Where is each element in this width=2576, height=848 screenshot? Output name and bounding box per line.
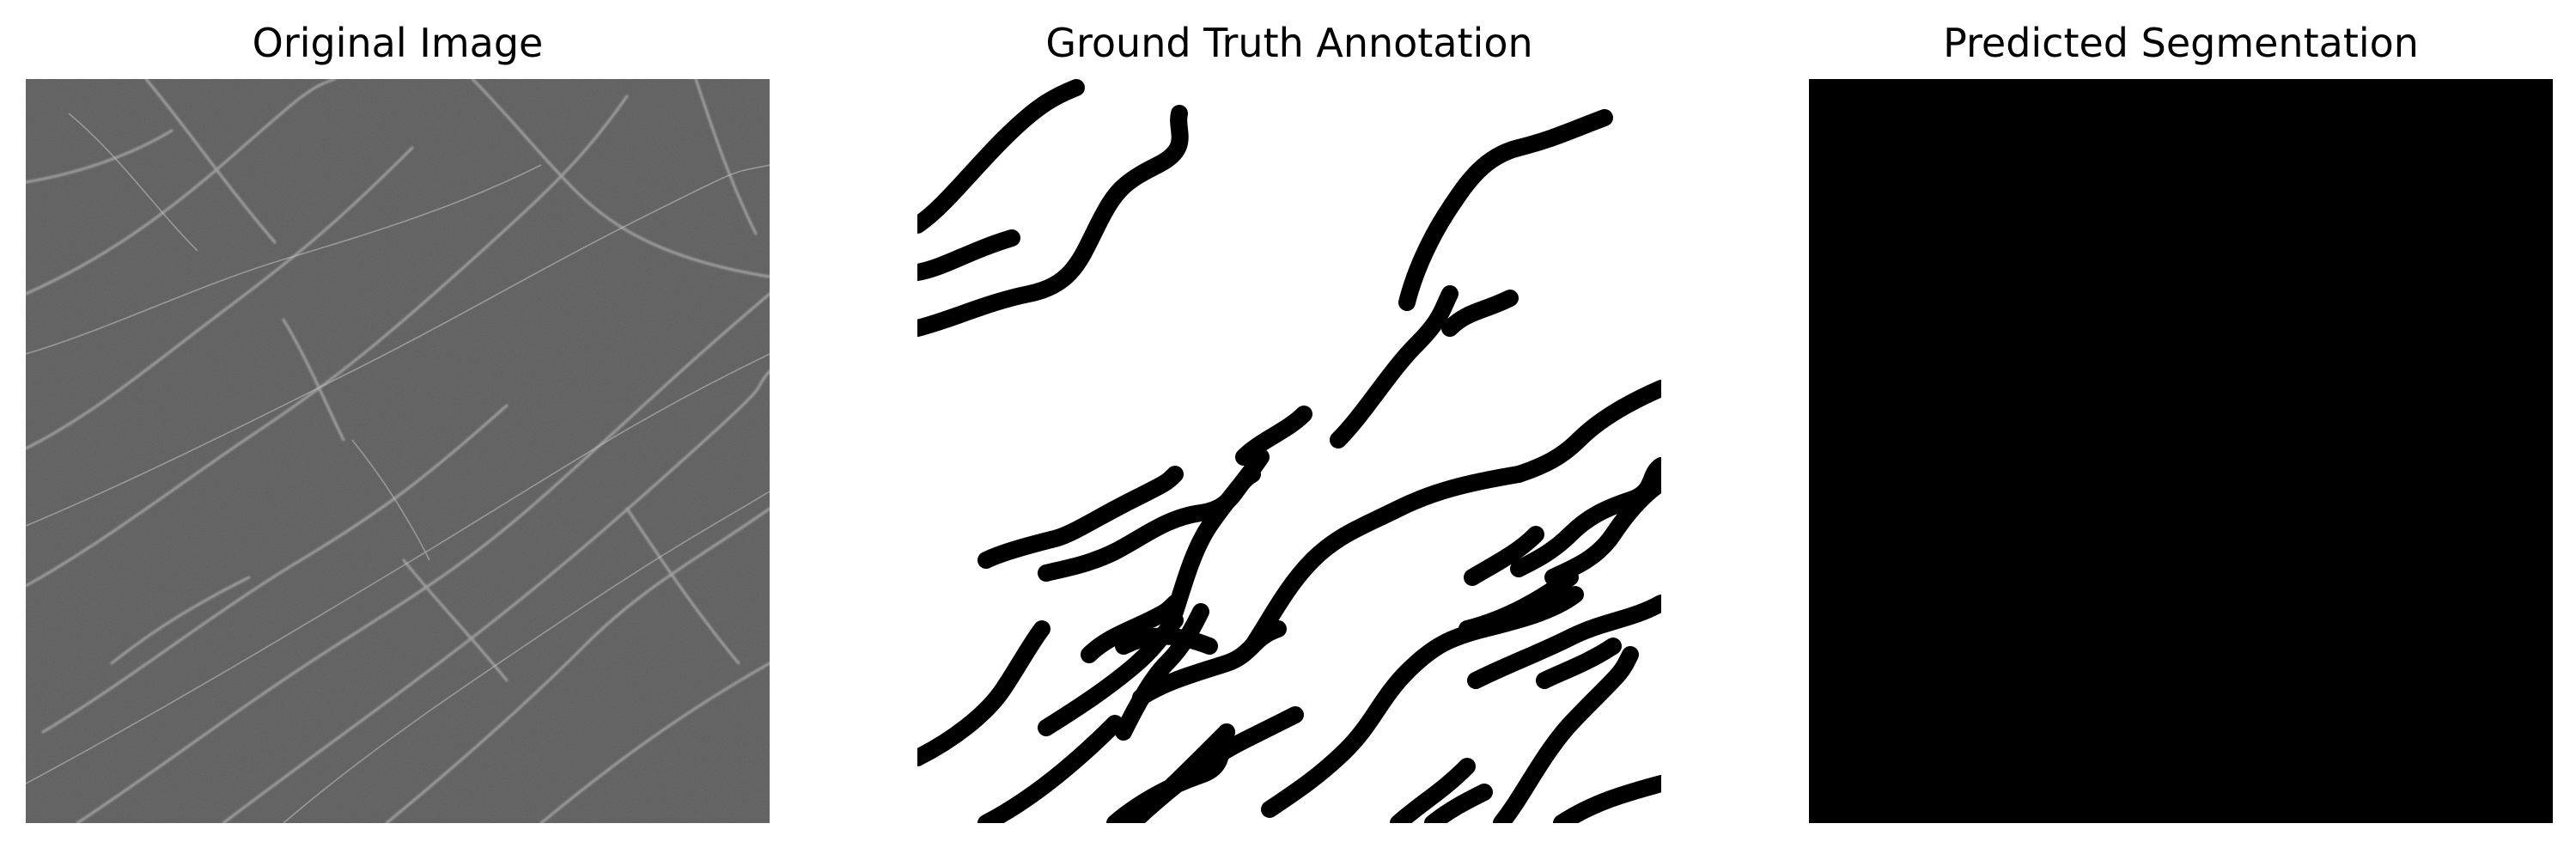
texture-fine-lines (26, 113, 770, 823)
prediction-fill (1809, 79, 2553, 823)
texture-base (26, 79, 770, 823)
texture-crack-lines (26, 79, 770, 823)
original-image (26, 79, 770, 823)
annotation-background (917, 79, 1661, 823)
prediction-image (1809, 79, 2553, 823)
ground-truth-image (917, 79, 1661, 823)
ground-truth-panel: Ground Truth Annotation (917, 0, 1661, 848)
original-image-title: Original Image (252, 20, 544, 66)
prediction-title: Predicted Segmentation (1943, 20, 2419, 66)
annotation-strokes (917, 79, 1661, 823)
original-image-panel: Original Image (26, 0, 770, 848)
prediction-panel: Predicted Segmentation (1809, 0, 2553, 848)
ground-truth-title: Ground Truth Annotation (1045, 20, 1533, 66)
